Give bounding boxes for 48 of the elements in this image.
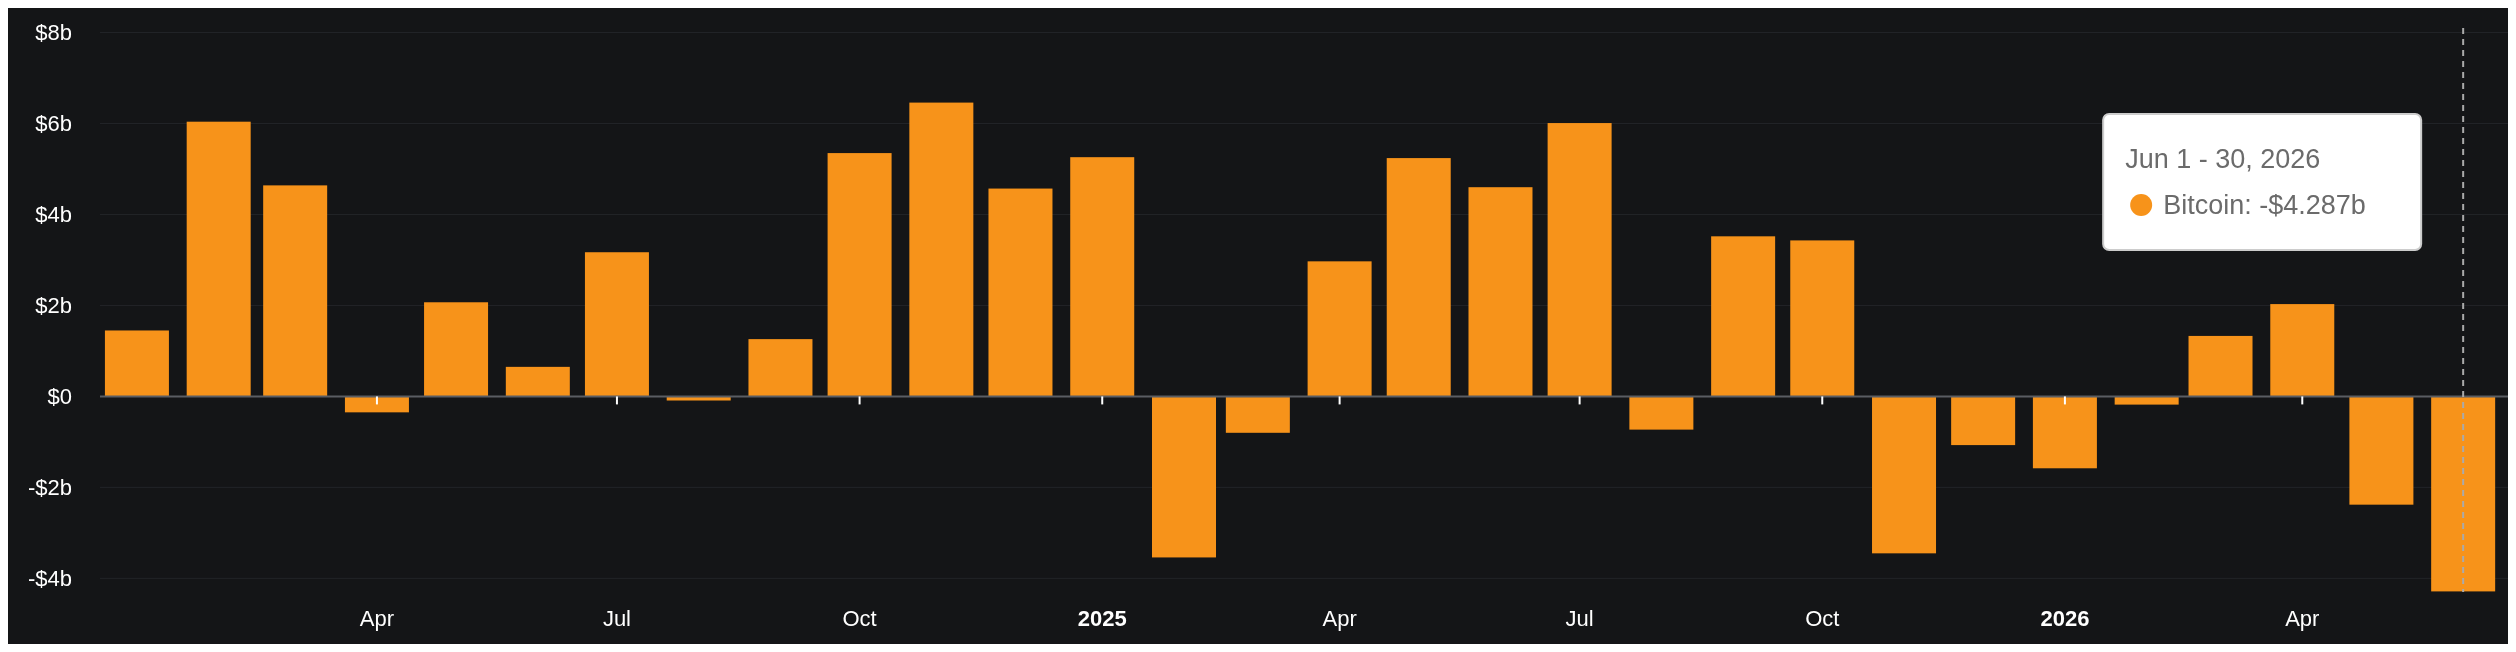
bar	[1386, 158, 1451, 397]
bar	[2114, 396, 2179, 405]
bar	[2188, 335, 2253, 397]
bar	[344, 396, 409, 413]
annotation: Bitcoin: -$4.287b	[2163, 190, 2366, 220]
bar	[186, 121, 251, 397]
bar	[666, 396, 731, 401]
bar	[1307, 261, 1372, 397]
y-tick-label: -$4b	[27, 566, 72, 592]
x-tick-label: 2026	[2040, 606, 2090, 631]
bar	[2032, 396, 2097, 469]
bar	[1152, 396, 1216, 558]
y-tick-label: -$2b	[27, 475, 72, 501]
x-tick-label: Jul	[602, 606, 631, 631]
bar	[988, 188, 1053, 397]
y-tick-label: $6b	[35, 111, 72, 137]
bar	[1951, 396, 2016, 446]
bar	[1790, 240, 1855, 397]
y-tick-label: $2b	[35, 293, 72, 319]
x-tick-label: Jul	[1565, 606, 1594, 631]
bar	[2431, 396, 2496, 592]
x-tick-label: Apr	[359, 606, 395, 631]
annotation: Jun 1 - 30, 2026	[2125, 144, 2321, 174]
x-tick-label: Oct	[842, 606, 877, 631]
y-tick-label: $4b	[35, 202, 72, 228]
x-tick-label: Apr	[1322, 606, 1357, 631]
bar	[424, 302, 489, 397]
x-tick-label: 2025	[1077, 606, 1127, 631]
bar	[1468, 187, 1533, 397]
bar	[827, 153, 892, 397]
bar	[584, 252, 649, 397]
bar	[748, 339, 813, 397]
bar	[104, 330, 169, 397]
bar	[1629, 396, 1694, 430]
bar	[2349, 396, 2414, 505]
bar	[1872, 396, 1937, 554]
x-tick-label: Oct	[1805, 606, 1840, 631]
x-tick-label: Apr	[2285, 606, 2320, 631]
bar	[2270, 304, 2335, 397]
bar	[505, 366, 570, 397]
bar	[1070, 157, 1135, 397]
y-tick-label: $0	[47, 384, 72, 410]
bar	[263, 185, 328, 397]
bar	[1711, 236, 1776, 397]
bar	[909, 102, 974, 397]
bar	[1547, 123, 1612, 397]
y-tick-label: $8b	[35, 20, 72, 46]
bar	[1225, 396, 1290, 433]
